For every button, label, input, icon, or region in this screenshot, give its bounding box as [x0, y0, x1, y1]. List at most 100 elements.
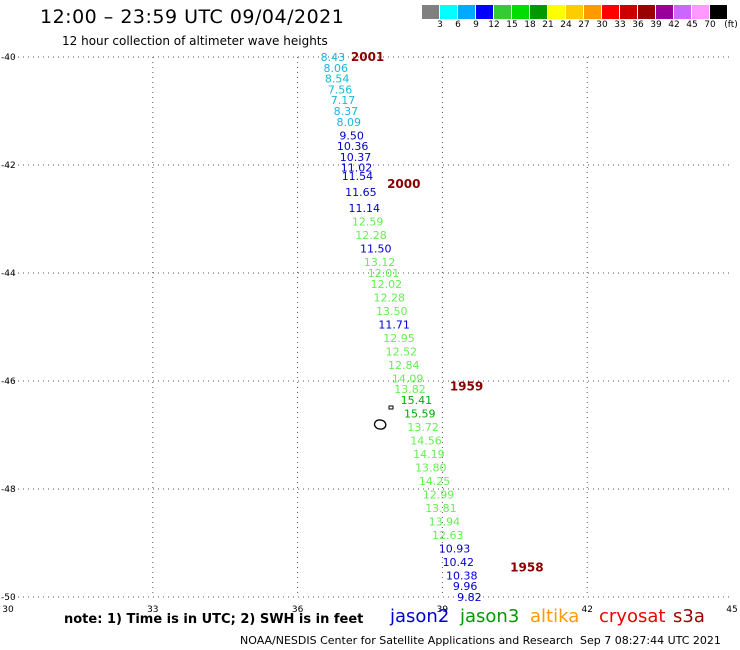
color-scale-cell — [476, 5, 494, 19]
color-scale-label: 9 — [473, 20, 479, 30]
x-tick-label: 36 — [292, 605, 304, 615]
credit-text: NOAA/NESDIS Center for Satellite Applica… — [240, 634, 574, 647]
time-label: 1958 — [510, 560, 543, 574]
wave-height-value: 12.95 — [383, 332, 415, 345]
time-labels-layer: 2001 2000 1959 1958 — [351, 50, 544, 574]
x-tick-label: 39 — [437, 605, 449, 615]
islet-shape — [388, 405, 394, 410]
y-tick-label: -42 — [1, 161, 16, 171]
wave-height-value: 10.93 — [439, 542, 471, 555]
wave-height-value: 13.72 — [407, 421, 439, 434]
wave-height-value: 14.09 — [392, 372, 424, 385]
legend-s3a: s3a — [673, 606, 705, 627]
legend-cryosat: cryosat — [599, 606, 666, 627]
wave-height-value: 8.06 — [323, 62, 348, 75]
color-scale-label: 30 — [596, 20, 608, 30]
color-scale-cell — [674, 5, 692, 19]
footer-note: note: 1) Time is in UTC; 2) SWH is in fe… — [64, 612, 364, 627]
wave-height-value: 8.09 — [337, 116, 362, 129]
color-scale-label: 70 — [704, 20, 716, 30]
wave-height-value: 12.28 — [355, 229, 387, 242]
wave-height-value: 12.52 — [386, 345, 418, 358]
color-scale-cell — [584, 5, 602, 19]
wave-height-value: 13.94 — [429, 515, 461, 528]
timestamp-text: Sep 7 08:27:44 UTC 2021 — [580, 634, 721, 647]
y-tick-label: -46 — [1, 377, 16, 387]
color-scale-cell — [440, 5, 458, 19]
y-tick-label: -40 — [1, 53, 16, 63]
color-scale-label: 6 — [455, 20, 461, 30]
wave-height-value: 11.54 — [342, 170, 374, 183]
x-tick-label: 33 — [147, 605, 158, 615]
wave-height-value: 12.63 — [432, 529, 464, 542]
legend-jason2: jason2 — [390, 606, 450, 627]
color-scale-label: 45 — [686, 20, 698, 30]
wave-height-value: 14.56 — [410, 434, 442, 447]
color-scale-cell — [512, 5, 530, 19]
wave-height-value: 12.01 — [368, 267, 400, 280]
wave-height-value: 12.59 — [352, 216, 384, 229]
data-points-layer: 8.438.068.547.567.178.378.099.5010.3610.… — [321, 51, 482, 604]
color-scale-label: 12 — [488, 20, 500, 30]
wave-height-value: 13.50 — [376, 305, 408, 318]
color-scale-cell — [602, 5, 620, 19]
wave-height-value: 13.80 — [415, 461, 447, 474]
color-scale-label: 39 — [650, 20, 662, 30]
color-scale-label: 18 — [524, 20, 536, 30]
wave-height-value: 12.28 — [374, 291, 406, 304]
color-scale-cell — [548, 5, 566, 19]
island-outline — [373, 405, 394, 430]
color-scale-label: 36 — [632, 20, 644, 30]
color-scale-label: 3 — [437, 20, 443, 30]
color-scale-unit: (ft) — [724, 20, 738, 30]
wave-height-value: 13.82 — [394, 383, 426, 396]
color-scale-cell — [638, 5, 656, 19]
wave-height-value: 15.59 — [404, 407, 436, 420]
wave-height-value: 7.17 — [331, 94, 356, 107]
color-scale-label: 15 — [506, 20, 518, 30]
color-scale-cell — [458, 5, 476, 19]
wave-height-value: 10.42 — [443, 556, 475, 569]
wave-height-value: 10.38 — [446, 569, 478, 582]
wave-height-value: 11.02 — [341, 162, 373, 175]
wave-height-value: 11.65 — [345, 186, 377, 199]
wave-height-value: 14.19 — [413, 448, 445, 461]
wave-height-value: 8.54 — [325, 73, 350, 86]
wave-height-value: 8.37 — [334, 105, 359, 118]
wave-height-value: 10.36 — [337, 140, 369, 153]
x-tick-label: 42 — [581, 605, 592, 615]
wave-height-value: 13.81 — [425, 502, 457, 515]
wave-height-value: 9.50 — [339, 129, 364, 142]
color-scale-label: 27 — [578, 20, 590, 30]
grid-layer — [8, 56, 732, 598]
y-tick-label: -44 — [1, 269, 16, 279]
wave-height-value: 10.37 — [340, 151, 372, 164]
color-scale-cell — [422, 5, 440, 19]
color-scale-label: 33 — [614, 20, 626, 30]
wave-height-value: 11.14 — [348, 202, 380, 215]
color-scale-cell — [530, 5, 548, 19]
wave-height-value: 8.43 — [321, 51, 346, 64]
wave-height-value: 14.25 — [419, 475, 451, 488]
x-tick-label: 45 — [726, 605, 737, 615]
wave-height-value: 7.56 — [328, 83, 353, 96]
chart-title: 12:00 – 23:59 UTC 09/04/2021 — [40, 6, 345, 28]
y-tick-label: -48 — [1, 485, 16, 495]
color-scale-cell — [620, 5, 638, 19]
color-scale-cell — [710, 5, 728, 19]
color-scale-label: 21 — [542, 20, 554, 30]
color-scale-cell — [656, 5, 674, 19]
island-shape — [373, 419, 387, 430]
legend-jason3: jason3 — [460, 606, 520, 627]
wave-height-value: 9.82 — [457, 591, 482, 604]
wave-height-value: 13.12 — [364, 256, 396, 269]
color-scale-cell — [494, 5, 512, 19]
wave-height-value: 12.84 — [388, 359, 420, 372]
color-scale-labels: (ft) 3 6 9 12 15 18 21 24 27 30 33 36 39 42 45 70 — [422, 19, 738, 31]
wave-height-value: 9.96 — [453, 580, 478, 593]
x-tick-label: 30 — [2, 605, 14, 615]
color-scale-label: 24 — [560, 20, 572, 30]
axis-layer: 30 33 36 39 42 45 -40 -42 -44 -46 -48 -50 — [1, 53, 738, 615]
